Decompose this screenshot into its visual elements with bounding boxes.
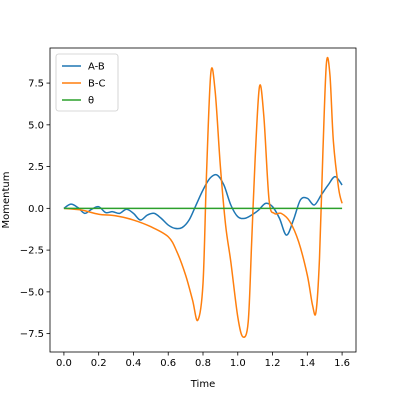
y-tick-label: 5.0 (28, 120, 44, 131)
x-tick-label: 0.2 (91, 358, 107, 369)
legend-label: B-C (88, 79, 105, 90)
x-axis-label: Time (190, 379, 215, 390)
legend-label: θ (88, 96, 94, 107)
x-axis-ticks: 0.0 0.2 0.4 0.6 0.8 1.0 1.2 1.4 1.6 (56, 352, 350, 369)
legend: A-B B-C θ (55, 53, 119, 112)
plot-area (63, 56, 343, 338)
x-tick-label: 1.0 (230, 358, 246, 369)
x-tick-label: 1.6 (334, 358, 350, 369)
legend-label: A-B (88, 62, 105, 73)
x-tick-label: 0.4 (126, 358, 142, 369)
y-tick-label: 7.5 (28, 79, 44, 90)
x-tick-label: 1.2 (265, 358, 281, 369)
x-tick-label: 0.6 (160, 358, 176, 369)
series-line-2 (63, 56, 343, 338)
x-tick-label: 1.4 (299, 358, 315, 369)
y-tick-label: −7.5 (20, 329, 44, 340)
y-tick-label: −5.0 (20, 287, 44, 298)
x-tick-label: 0.0 (56, 358, 72, 369)
y-tick-label: 2.5 (28, 162, 44, 173)
y-tick-label: 0.0 (28, 204, 44, 215)
x-tick-label: 0.8 (195, 358, 211, 369)
series-line-1 (63, 173, 343, 236)
y-axis-label: Momentum (1, 172, 12, 229)
y-tick-label: −2.5 (20, 246, 44, 257)
y-axis-ticks: −7.5 −5.0 −2.5 0.0 2.5 5.0 7.5 (20, 79, 50, 340)
legend-box (55, 53, 119, 112)
